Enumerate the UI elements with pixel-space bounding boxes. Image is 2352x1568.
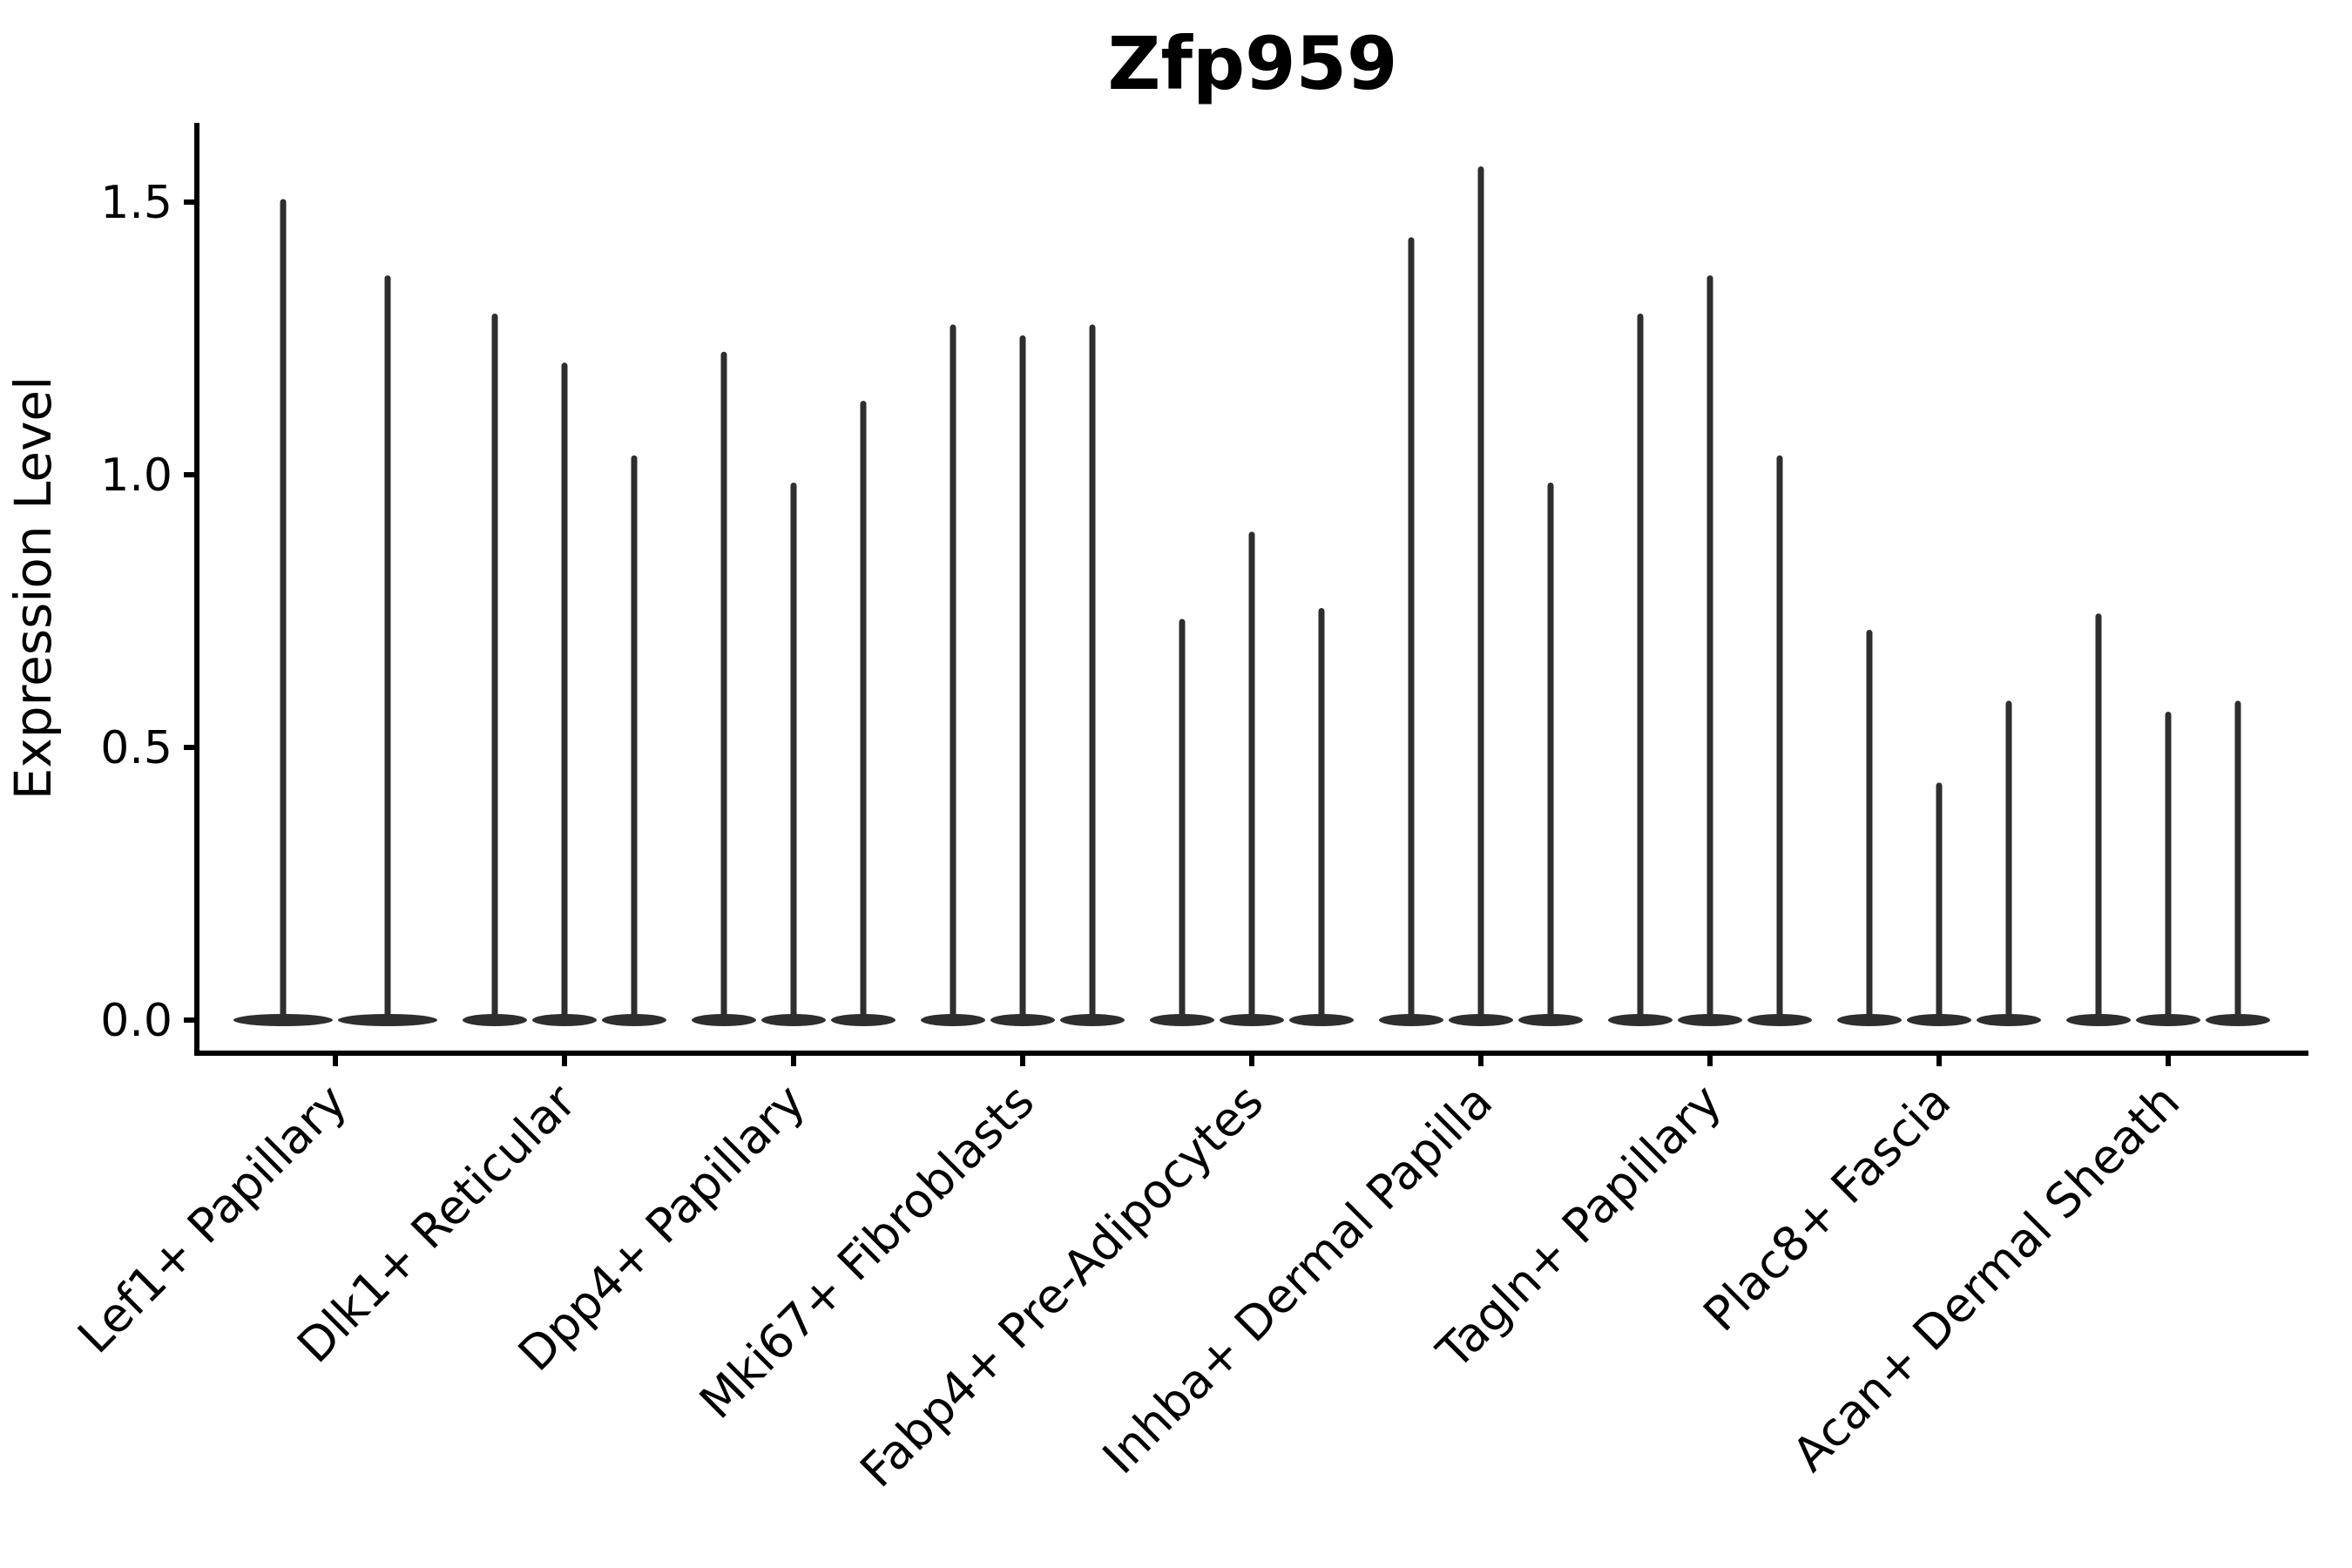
- y-tick-label: 0.5: [100, 722, 172, 774]
- x-tick-label: Acan+ Dermal Sheath: [1782, 1074, 2190, 1482]
- y-tick-label: 0.0: [100, 995, 172, 1047]
- y-tick-label: 1.5: [100, 177, 172, 229]
- y-tick-label: 1.0: [100, 449, 172, 502]
- chart-title: Zfp959: [1108, 21, 1398, 106]
- x-tick-label: Plac8+ Fascia: [1693, 1074, 1961, 1342]
- y-axis-label: Expression Level: [3, 376, 63, 800]
- x-tick-label: Inhba+ Dermal Papilla: [1092, 1074, 1503, 1484]
- x-tick-label: Fabp4+ Pre-Adipocytes: [849, 1074, 1274, 1498]
